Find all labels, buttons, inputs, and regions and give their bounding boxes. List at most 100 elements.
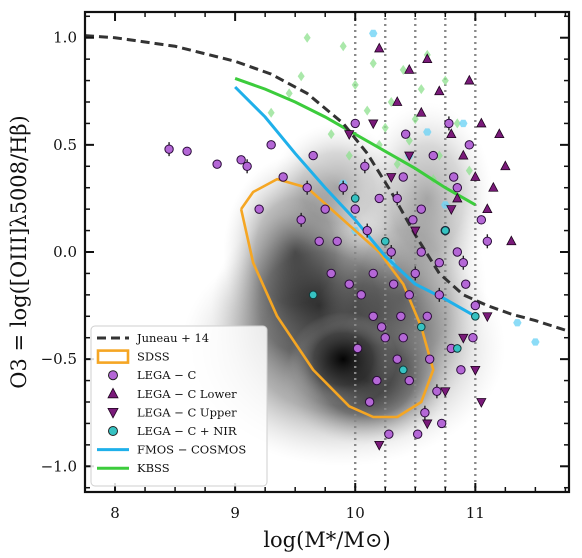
lega-c-point	[296, 215, 306, 225]
lega-c-point	[326, 268, 336, 279]
lega-c-point	[434, 258, 444, 268]
lega-c-lower-point	[488, 181, 499, 192]
density-blob	[271, 123, 404, 253]
lega-c-point	[464, 140, 475, 150]
kbss-point	[267, 107, 275, 118]
kbss-point	[303, 32, 311, 43]
lega-c-upper-point	[374, 440, 385, 451]
kbss-point	[393, 159, 401, 170]
lega-c-upper-point	[440, 387, 451, 398]
lega-c-nir-point	[380, 236, 390, 246]
fmos-point	[513, 319, 522, 327]
legend-marker	[107, 387, 119, 399]
lega-c-lower-point	[452, 192, 463, 203]
legend-label: LEGA − C	[137, 368, 196, 382]
lega-c-upper-point	[386, 173, 397, 183]
lega-c-lower-point	[458, 149, 469, 160]
lega-c-points	[164, 42, 517, 451]
lega-c-upper-point	[476, 398, 487, 408]
lega-c-point	[236, 155, 246, 165]
lega-c-point	[182, 146, 192, 156]
legend-box	[90, 325, 268, 487]
lega-c-lower-point	[494, 128, 505, 139]
juneau-line	[85, 34, 569, 333]
lega-c-point	[461, 279, 471, 289]
lega-c-point	[376, 322, 387, 332]
legend-label: LEGA − C Upper	[137, 405, 237, 419]
lega-c-lower-point	[434, 85, 445, 96]
lega-c-point	[392, 354, 402, 364]
kbss-point	[339, 41, 347, 52]
lega-c-point	[432, 386, 442, 396]
legend-label: FMOS − COSMOS	[137, 443, 246, 457]
lega-c-upper-point	[470, 365, 481, 376]
fmos-point	[459, 119, 468, 128]
lega-c-point	[338, 183, 348, 193]
density-blob	[289, 312, 398, 407]
legend-label: LEGA − C Lower	[137, 387, 237, 401]
kbss-point	[327, 129, 335, 140]
kbss-point	[411, 114, 419, 125]
lega-c-lower-point	[416, 106, 427, 117]
lega-c-point	[398, 172, 408, 182]
y-tick-label: −0.5	[41, 350, 77, 368]
lega-c-upper-point	[404, 151, 415, 162]
density-blob	[361, 102, 494, 295]
kbss-point	[465, 165, 473, 176]
lega-c-point	[452, 183, 463, 193]
legend-marker	[107, 408, 119, 419]
lega-c-point	[392, 193, 402, 204]
lega-c-point	[482, 236, 493, 246]
legend-label: SDSS	[137, 350, 170, 364]
axis-ticks: 8 9 10 11 −1.0 −0.5 0.0 0.5 1.0	[41, 12, 569, 522]
lega-c-point	[476, 215, 487, 225]
lega-c-nir-point	[350, 194, 360, 203]
lega-c-point	[360, 161, 370, 171]
lega-c-point	[362, 225, 372, 236]
kbss-point	[297, 71, 305, 82]
lega-c-nir-point	[308, 290, 318, 300]
kbss-point	[435, 150, 443, 161]
lega-c-point	[436, 418, 447, 429]
lega-c-point	[350, 204, 360, 214]
lega-c-point	[424, 354, 435, 364]
y-tick-label: −1.0	[41, 457, 77, 475]
x-tick-label: 9	[230, 504, 240, 522]
lega-c-point	[420, 408, 430, 418]
legend-marker	[108, 426, 118, 436]
lega-c-lower-point	[422, 53, 433, 64]
lega-c-nir-point	[471, 311, 480, 321]
lega-c-point	[416, 247, 426, 257]
legend-label: LEGA − C + NIR	[137, 424, 237, 438]
lega-c-point	[278, 172, 288, 182]
lega-c-nir-point	[398, 365, 408, 375]
lega-c-point	[400, 129, 411, 139]
y-tick-label: 1.0	[53, 29, 77, 47]
kbss-point	[369, 58, 377, 69]
lega-c-point	[416, 204, 426, 214]
sdss-contour	[239, 177, 435, 419]
lega-c-point	[374, 193, 384, 204]
kbss-point	[345, 150, 353, 161]
lega-c-nir-point	[453, 344, 462, 353]
y-tick-label: 0.5	[53, 136, 77, 154]
lega-c-point	[456, 365, 466, 375]
lega-c-point	[458, 258, 469, 268]
lega-c-point	[254, 204, 264, 214]
lega-c-lower-point	[506, 235, 517, 246]
x-tick-label: 8	[110, 504, 120, 522]
kbss-point	[351, 79, 359, 90]
lega-c-lower-point	[470, 171, 481, 181]
lega-c-point	[398, 333, 408, 343]
lega-c-point	[364, 397, 375, 407]
lega-c-point	[266, 140, 276, 150]
lega-c-point	[386, 247, 396, 257]
lega-c-point	[388, 279, 399, 289]
lega-c-upper-point	[368, 119, 379, 130]
lega-c-point	[422, 311, 432, 321]
lega-c-lower-point	[500, 160, 511, 171]
kbss-point	[441, 75, 449, 86]
y-tick-label: 0.0	[53, 243, 77, 261]
kbss-point	[453, 118, 461, 129]
lega-c-lower-point	[482, 203, 493, 214]
